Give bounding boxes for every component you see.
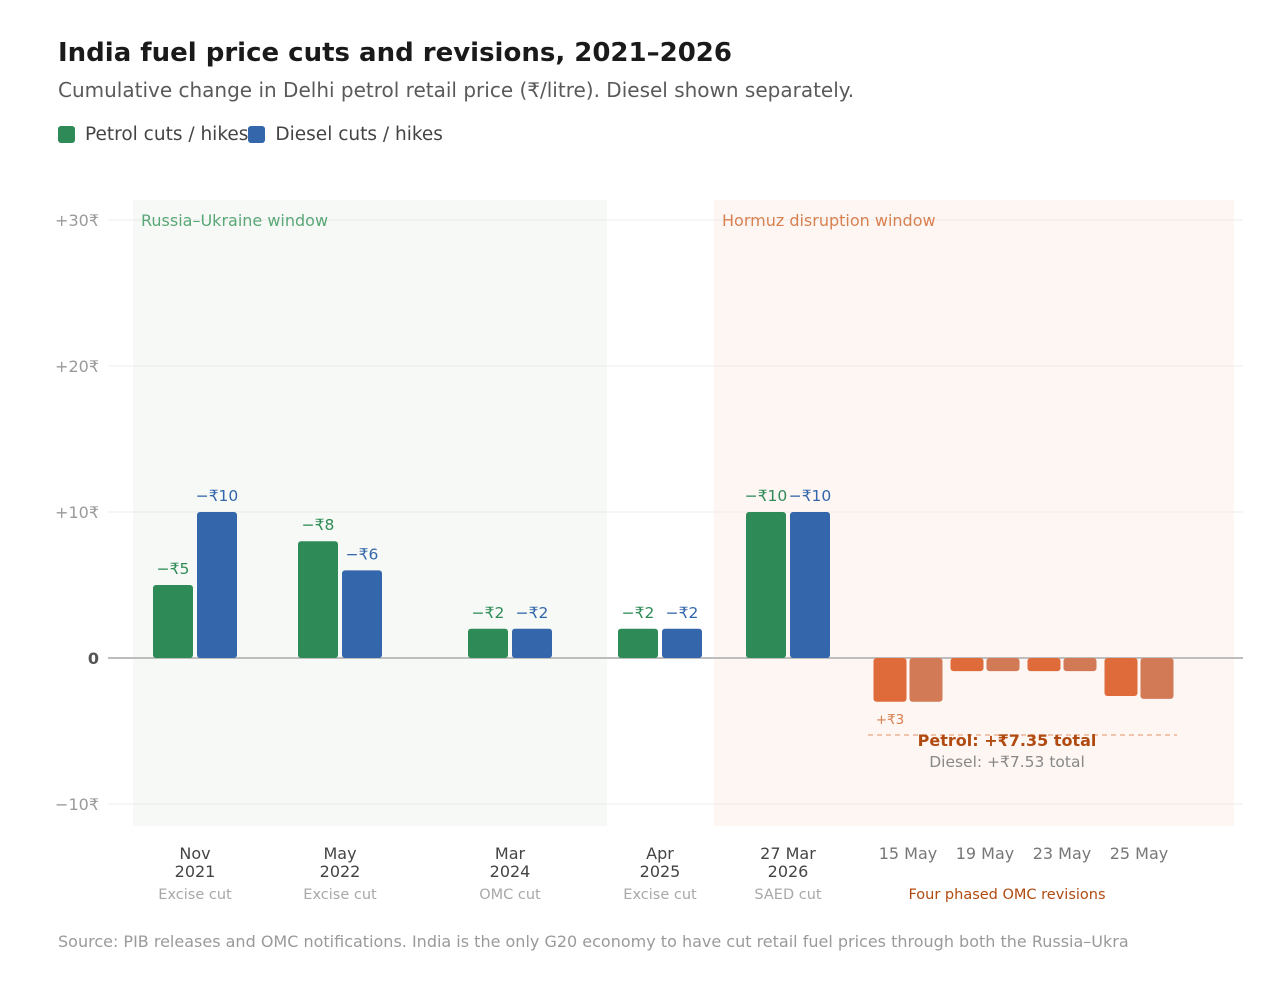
data-label-petrol-may2022: −₹8: [302, 516, 335, 534]
legend-item-diesel: Diesel cuts / hikes: [248, 124, 443, 145]
data-label-petrol-nov2021: −₹5: [157, 560, 190, 578]
x-tick-label-mar2024: 2024: [490, 862, 531, 881]
chart-title: India fuel price cuts and revisions, 202…: [58, 38, 732, 68]
x-tick-label-mar2026: 2026: [768, 862, 809, 881]
bar-petrol-mar2024: [468, 628, 508, 658]
y-tick-label: +10₹: [55, 503, 99, 522]
y-tick-label: +20₹: [55, 357, 99, 376]
data-label-petrol-mar2026: −₹10: [745, 487, 788, 505]
bar-diesel-may25: [1140, 658, 1174, 699]
data-label-diesel-mar2024: −₹2: [516, 604, 549, 622]
bar-diesel-apr2025: [662, 628, 702, 658]
legend: Petrol cuts / hikes Diesel cuts / hikes: [58, 124, 443, 145]
data-label-diesel-may2022: −₹6: [346, 545, 379, 563]
x-sub-label-apr2025: Excise cut: [623, 887, 697, 903]
bar-diesel-mar2024: [512, 628, 552, 658]
x-tick-label-mar2026: 27 Mar: [760, 844, 816, 863]
x-tick-label-may2022: 2022: [320, 862, 361, 881]
legend-swatch-petrol: [58, 126, 75, 143]
x-sub-label-mar2024: OMC cut: [479, 887, 541, 903]
source-note: Source: PIB releases and OMC notificatio…: [58, 932, 1129, 951]
revisions-label: Four phased OMC revisions: [908, 887, 1105, 903]
data-label-diesel-nov2021: −₹10: [196, 487, 239, 505]
bar-diesel-may2022: [342, 570, 382, 658]
legend-item-petrol: Petrol cuts / hikes: [58, 124, 248, 145]
bar-petrol-nov2021: [153, 585, 193, 658]
x-tick-label-may19: 19 May: [956, 844, 1015, 863]
legend-label-diesel: Diesel cuts / hikes: [275, 124, 443, 145]
bar-petrol-mar2026: [746, 512, 786, 658]
bar-diesel-mar2026: [790, 512, 830, 658]
bar-diesel-may23: [1063, 658, 1097, 672]
data-label-diesel-apr2025: −₹2: [666, 604, 699, 622]
x-tick-label-nov2021: Nov: [179, 844, 210, 863]
x-sub-label-nov2021: Excise cut: [158, 887, 232, 903]
bar-diesel-may15: [909, 658, 943, 702]
annotation-diesel-total: Diesel: +₹7.53 total: [929, 753, 1085, 771]
bar-petrol-apr2025: [618, 628, 658, 658]
x-tick-label-nov2021: 2021: [175, 862, 216, 881]
x-tick-label-may15: 15 May: [879, 844, 938, 863]
x-tick-label-may2022: May: [323, 844, 356, 863]
data-label-petrol-mar2024: −₹2: [472, 604, 505, 622]
bar-diesel-nov2021: [197, 512, 237, 658]
data-label-petrol-may15: +₹3: [876, 712, 905, 728]
window-label-russia-ukraine: Russia–Ukraine window: [141, 211, 328, 230]
bar-petrol-may15: [873, 658, 907, 702]
x-tick-label-may23: 23 May: [1033, 844, 1092, 863]
bar-petrol-may19: [950, 658, 984, 672]
y-tick-label: 0: [88, 649, 99, 668]
bar-diesel-may19: [986, 658, 1020, 672]
chart-subtitle: Cumulative change in Delhi petrol retail…: [58, 78, 855, 102]
legend-swatch-diesel: [248, 126, 266, 143]
y-tick-label: −10₹: [55, 795, 99, 814]
y-tick-label: +30₹: [55, 211, 99, 230]
chart-area: +30₹ +20₹ +10₹ 0 −10₹ Russia–Ukraine window Ho…: [55, 200, 1243, 903]
annotation-petrol-total: Petrol: +₹7.35 total: [918, 731, 1097, 750]
data-label-petrol-apr2025: −₹2: [622, 604, 655, 622]
bar-petrol-may25: [1104, 658, 1138, 696]
x-tick-label-may25: 25 May: [1110, 844, 1169, 863]
data-label-diesel-mar2026: −₹10: [789, 487, 832, 505]
x-tick-label-mar2024: Mar: [495, 844, 526, 863]
x-sub-label-may2022: Excise cut: [303, 887, 377, 903]
bar-petrol-may2022: [298, 541, 338, 658]
legend-label-petrol: Petrol cuts / hikes: [85, 124, 249, 145]
bar-petrol-may23: [1027, 658, 1061, 672]
window-label-hormuz: Hormuz disruption window: [722, 211, 936, 230]
x-tick-label-apr2025: Apr: [646, 844, 674, 863]
x-tick-label-apr2025: 2025: [640, 862, 681, 881]
x-sub-label-mar2026: SAED cut: [754, 887, 821, 903]
